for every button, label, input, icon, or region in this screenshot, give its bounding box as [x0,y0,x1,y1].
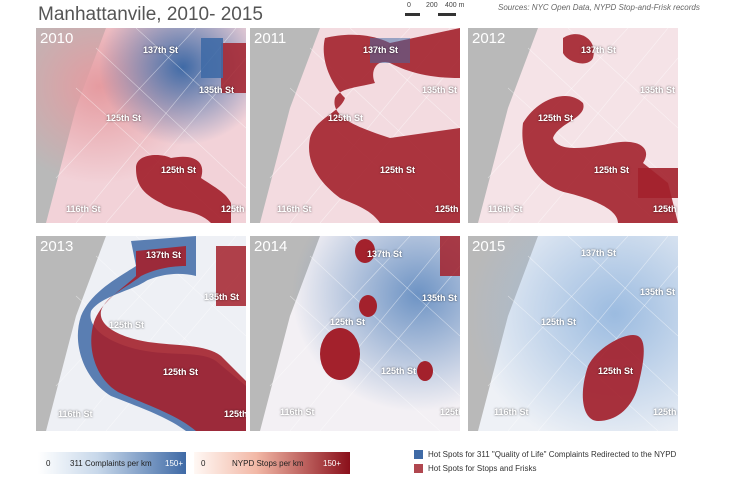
legend-min: 0 [46,459,51,468]
street-label: 137th St [143,45,179,55]
map-panel-2010: 2010 137th St 135th St 125th St 125th St… [36,28,246,223]
street-label: 125th St [381,366,417,376]
street-label: 137th St [581,248,617,258]
sources-note: Sources: NYC Open Data, NYPD Stop-and-Fr… [498,3,700,12]
street-label: 125th St [598,366,634,376]
street-label: 116th St [488,204,523,214]
map-panel-2012: 2012 137th St 135th St 125th St 125th St… [468,28,678,223]
legend-min: 0 [201,459,206,468]
street-label: 116th St [277,204,312,214]
blue-hotspot-swatch [414,450,423,459]
scale-label-0: 0 [407,2,411,9]
scale-label-200: 200 [426,2,438,9]
street-label: 135th St [199,85,235,95]
legend-max: 150+ [323,459,342,468]
street-label: 137th St [146,250,182,260]
street-label: 125th St [163,367,199,377]
street-label: 125th St [538,113,574,123]
street-label: 137th St [581,45,617,55]
panel-year: 2012 [472,30,506,47]
panel-year: 2014 [254,238,288,255]
map-panel-2015: 2015 137th St 135th St 125th St 125th St… [468,236,678,431]
map-title: Manhattanvile, 2010- 2015 [38,4,263,25]
street-label: 125th St [106,113,142,123]
map-panel-2011: 2011 137th St 135th St 125th St 125th St… [250,28,460,223]
street-label: 125th St [594,165,630,175]
red-hotspot-swatch [414,464,423,473]
street-label: 125th [221,204,245,214]
street-label: 125th St [328,113,364,123]
street-label: 125th St [330,317,366,327]
street-label: 125th St [541,317,577,327]
street-label: 125th St [109,320,145,330]
street-label: 135th St [204,292,240,302]
map-panel-2013: 2013 137th St 135th St 125th St 125th St… [36,236,246,431]
street-label: 116th St [66,204,101,214]
street-label: 125th [224,409,246,419]
red-hotspot-key: Hot Spots for Stops and Frisks [428,464,537,473]
street-label: 125th St [161,165,197,175]
legend-max: 150+ [165,459,184,468]
street-label: 125th [653,407,677,417]
panel-year: 2015 [472,238,506,255]
street-label: 135th St [640,85,676,95]
legend-label: 311 Complaints per km [70,459,152,468]
panel-year: 2010 [40,30,74,47]
street-label: 137th St [367,249,403,259]
complaints-legend [38,452,186,474]
blue-hotspot-key: Hot Spots for 311 "Quality of Life" Comp… [428,450,677,459]
scale-label-400: 400 m [445,2,465,9]
legend-label: NYPD Stops per km [232,459,304,468]
stops-legend [194,452,350,474]
panel-year: 2011 [254,30,287,47]
street-label: 125th St [380,165,416,175]
street-label: 125th [435,204,459,214]
panel-year: 2013 [40,238,74,255]
street-label: 137th St [363,45,399,55]
scale-bar: 0 200 400 m [405,2,465,18]
street-label: 135th St [640,287,676,297]
street-label: 125th [440,407,460,417]
street-label: 135th St [422,293,458,303]
street-label: 116th St [280,407,315,417]
street-label: 135th St [422,85,458,95]
street-label: 116th St [494,407,529,417]
street-label: 116th St [58,409,93,419]
map-panel-2014: 2014 137th St 135th St 125th St 125th St… [250,236,460,431]
street-label: 125th [653,204,677,214]
